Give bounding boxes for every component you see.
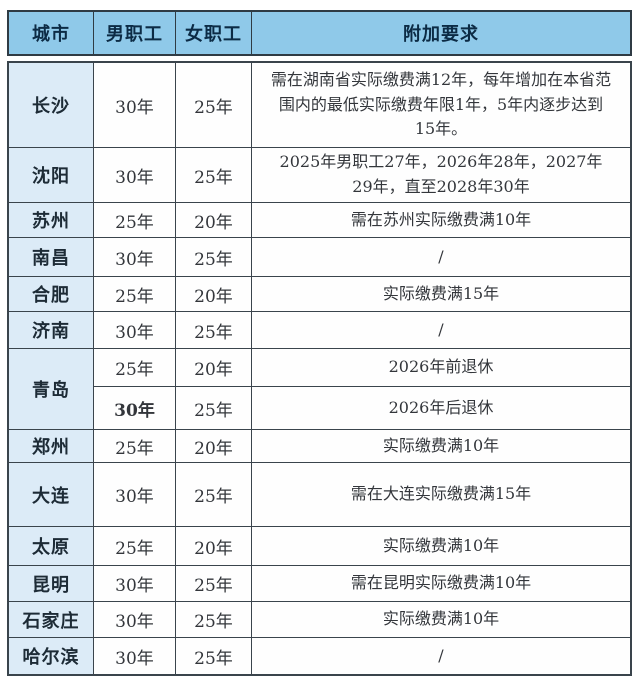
table-body: 长沙 30年 25年 需在湖南省实际缴费满12年，每年增加在本省范围内的最低实际缴费年… bbox=[7, 61, 632, 676]
header-additional-requirements: 附加要求 bbox=[252, 12, 630, 54]
cell-city: 太原 bbox=[9, 527, 93, 565]
cell-additional-requirement: 2026年后退休 bbox=[252, 387, 630, 429]
cell-city: 南昌 bbox=[9, 238, 93, 276]
header-female-worker: 女职工 bbox=[176, 12, 251, 54]
cell-city: 大连 bbox=[9, 463, 93, 526]
cell-city: 哈尔滨 bbox=[9, 638, 93, 674]
cell-city: 青岛 bbox=[9, 349, 93, 429]
cell-additional-requirement: 2025年男职工27年，2026年28年，2027年29年，直至2028年30年 bbox=[252, 148, 630, 202]
cell-city: 昆明 bbox=[9, 566, 93, 601]
cell-female-years: 20年 bbox=[176, 527, 251, 565]
cell-male-years: 30年 bbox=[94, 238, 175, 276]
cell-female-years: 20年 bbox=[176, 203, 251, 237]
cell-additional-requirement: 实际缴费满10年 bbox=[252, 527, 630, 565]
cell-additional-requirement: 需在昆明实际缴费满10年 bbox=[252, 566, 630, 601]
cell-female-years: 25年 bbox=[176, 63, 251, 147]
cell-additional-requirement: 实际缴费满10年 bbox=[252, 602, 630, 637]
cell-female-years: 20年 bbox=[176, 430, 251, 462]
retirement-requirements-table: 城市 男职工 女职工 附加要求 长沙 30年 25年 需在湖南省实际缴费满12年，每年增加在… bbox=[7, 10, 632, 676]
cell-additional-requirement: / bbox=[252, 238, 630, 276]
cell-additional-requirement: 需在苏州实际缴费满10年 bbox=[252, 203, 630, 237]
cell-male-years: 30年 bbox=[94, 602, 175, 637]
cell-female-years: 25年 bbox=[176, 638, 251, 674]
cell-female-years: 25年 bbox=[176, 148, 251, 202]
cell-additional-requirement: 实际缴费满15年 bbox=[252, 277, 630, 311]
cell-male-years: 30年 bbox=[94, 638, 175, 674]
cell-male-years: 30年 bbox=[94, 463, 175, 526]
cell-female-years: 25年 bbox=[176, 566, 251, 601]
cell-male-years: 30年 bbox=[94, 312, 175, 348]
table-header-row: 城市 男职工 女职工 附加要求 bbox=[7, 10, 632, 56]
cell-male-years: 25年 bbox=[94, 203, 175, 237]
cell-additional-requirement: 需在大连实际缴费满15年 bbox=[252, 463, 630, 526]
cell-female-years: 25年 bbox=[176, 602, 251, 637]
cell-additional-requirement: 需在湖南省实际缴费满12年，每年增加在本省范围内的最低实际缴费年限1年，5年内逐… bbox=[252, 63, 630, 147]
cell-male-years: 30年 bbox=[94, 63, 175, 147]
cell-male-years: 25年 bbox=[94, 527, 175, 565]
cell-city: 苏州 bbox=[9, 203, 93, 237]
cell-male-years: 30年 bbox=[94, 566, 175, 601]
cell-male-years: 25年 bbox=[94, 349, 175, 386]
cell-male-years: 25年 bbox=[94, 277, 175, 311]
cell-city: 长沙 bbox=[9, 63, 93, 147]
header-male-worker: 男职工 bbox=[94, 12, 175, 54]
cell-male-years: 30年 bbox=[94, 148, 175, 202]
cell-female-years: 25年 bbox=[176, 387, 251, 429]
cell-female-years: 25年 bbox=[176, 312, 251, 348]
cell-female-years: 25年 bbox=[176, 238, 251, 276]
cell-city: 石家庄 bbox=[9, 602, 93, 637]
cell-male-years: 30年 bbox=[94, 387, 175, 429]
header-city: 城市 bbox=[9, 12, 93, 54]
cell-additional-requirement: / bbox=[252, 312, 630, 348]
cell-female-years: 20年 bbox=[176, 277, 251, 311]
cell-city: 郑州 bbox=[9, 430, 93, 462]
cell-additional-requirement: 2026年前退休 bbox=[252, 349, 630, 386]
cell-city: 沈阳 bbox=[9, 148, 93, 202]
cell-city: 合肥 bbox=[9, 277, 93, 311]
cell-city: 济南 bbox=[9, 312, 93, 348]
cell-additional-requirement: 实际缴费满10年 bbox=[252, 430, 630, 462]
cell-female-years: 25年 bbox=[176, 463, 251, 526]
cell-female-years: 20年 bbox=[176, 349, 251, 386]
cell-male-years: 25年 bbox=[94, 430, 175, 462]
cell-additional-requirement: / bbox=[252, 638, 630, 674]
